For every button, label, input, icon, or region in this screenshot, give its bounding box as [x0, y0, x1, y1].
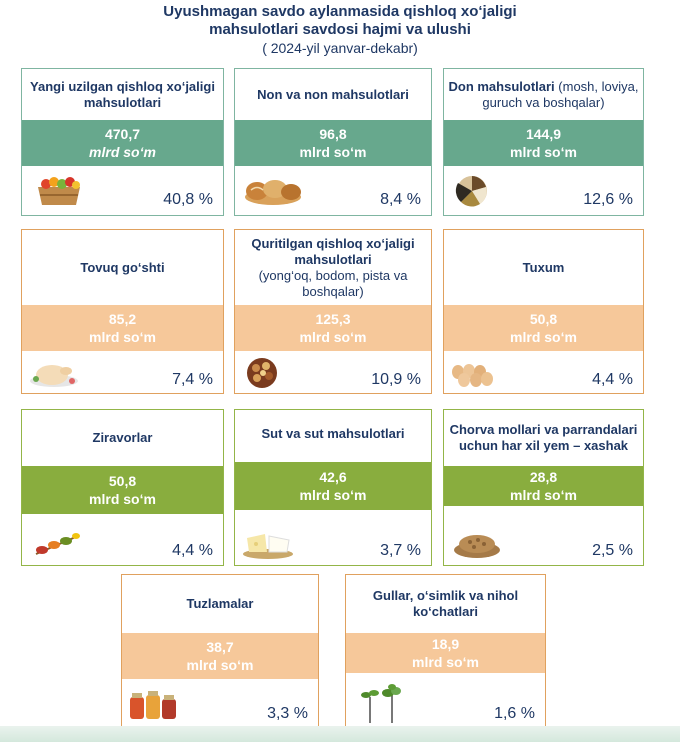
value: 125,3 [315, 311, 351, 327]
unit: mlrd so‘m [299, 487, 367, 503]
value-band: 50,8 mlrd so‘m [444, 305, 643, 351]
percent: 4,4 % [172, 542, 213, 559]
grains-icon [455, 176, 487, 207]
value: 50,8 [529, 311, 558, 327]
value: 28,8 [529, 469, 558, 485]
value: 85,2 [108, 311, 137, 327]
card-bread: Non va non mahsulotlari 96,8 mlrd so‘m 8… [234, 68, 432, 216]
card-seedlings: Gullar, o‘simlik va nihol ko‘chatlari 18… [345, 574, 546, 729]
percent: 7,4 % [172, 371, 213, 388]
card-title: Yangi uzilgan qishloq xo‘jaligi mahsulot… [30, 78, 215, 110]
percent: 1,6 % [494, 705, 535, 722]
percent: 4,4 % [592, 371, 633, 388]
unit: mlrd so‘m [510, 329, 577, 345]
unit: mlrd so‘m [510, 487, 577, 503]
unit: mlrd so‘m [412, 654, 479, 670]
value: 38,7 [206, 639, 234, 655]
card-title: Sut va sut mahsulotlari [261, 426, 405, 441]
value-band: 144,9 mlrd so‘m [444, 120, 643, 166]
card-title: Tovuq go‘shti [80, 259, 165, 275]
seedlings-icon [361, 684, 401, 723]
value-band: 470,7 mlrd so‘m [22, 120, 223, 166]
percent: 10,9 % [371, 371, 421, 388]
percent: 2,5 % [592, 542, 633, 559]
card-fresh-produce: Yangi uzilgan qishloq xo‘jaligi mahsulot… [21, 68, 224, 216]
percent: 8,4 % [380, 191, 421, 208]
card-animal-feed: Chorva mollari va parrandalari uchun har… [443, 409, 644, 566]
value: 144,9 [525, 126, 562, 142]
card-grains: Don mahsulotlari (mosh, loviya, guruch v… [443, 68, 644, 216]
spices-icon [35, 533, 80, 555]
card-title: Ziravorlar [92, 430, 153, 445]
card-title: Gullar, o‘simlik va nihol ko‘chatlari [372, 588, 519, 619]
decorative-footer [0, 726, 680, 742]
unit: mlrd so‘m [89, 329, 156, 345]
unit: mlrd so‘m [89, 144, 156, 160]
card-title: Don mahsulotlari (mosh, loviya, guruch v… [448, 78, 639, 110]
value-band: 125,3 mlrd so‘m [235, 305, 431, 351]
card-title: Quritilgan qishloq xo‘jaligi mahsulotlar… [251, 235, 415, 299]
subtitle: ( 2024-yil yanvar-dekabr) [262, 40, 418, 56]
fruit-crate-icon [38, 177, 80, 205]
card-eggs: Tuxum 50,8 mlrd so‘m 4,4 % [443, 229, 644, 394]
unit: mlrd so‘m [186, 657, 254, 673]
card-chicken: Tovuq go‘shti 85,2 mlrd so‘m 7,4 % [21, 229, 224, 394]
card-title: Chorva mollari va parrandalari uchun har… [449, 422, 638, 453]
percent: 3,7 % [380, 542, 421, 559]
card-dairy: Sut va sut mahsulotlari 42,6 mlrd so‘m 3… [234, 409, 432, 566]
dairy-icon [243, 534, 293, 559]
pickle-jars-icon [130, 691, 176, 719]
unit: mlrd so‘m [89, 491, 156, 507]
card-title: Tuzlamalar [186, 596, 254, 611]
percent: 12,6 % [583, 191, 633, 208]
card-title: Tuxum [522, 259, 565, 275]
value: 96,8 [319, 126, 347, 142]
percent: 40,8 % [163, 191, 213, 208]
title-line-1: Uyushmagan savdo aylanmasida qishloq xo‘… [163, 3, 517, 20]
value-band: 28,8 mlrd so‘m [444, 466, 643, 506]
eggs-icon [452, 364, 493, 387]
value-band: 42,6 mlrd so‘m [235, 462, 431, 510]
value-band: 85,2 mlrd so‘m [22, 305, 223, 351]
chicken-icon [30, 365, 78, 387]
percent: 3,3 % [267, 705, 308, 722]
title-line-2: mahsulotlari savdosi hajmi va ulushi [209, 21, 471, 38]
card-title: Non va non mahsulotlari [257, 86, 409, 102]
nuts-icon [247, 358, 277, 388]
unit: mlrd so‘m [299, 329, 367, 345]
value: 42,6 [319, 469, 347, 485]
value-band: 18,9 mlrd so‘m [346, 633, 545, 673]
card-spices: Ziravorlar 50,8 mlrd so‘m 4,4 % [21, 409, 224, 566]
feed-pellets-icon [454, 535, 500, 558]
value: 470,7 [104, 126, 141, 142]
value-band: 96,8 mlrd so‘m [235, 120, 431, 166]
bread-icon [245, 180, 301, 205]
value-band: 38,7 mlrd so‘m [122, 633, 318, 679]
unit: mlrd so‘m [299, 144, 367, 160]
value: 50,8 [108, 473, 137, 489]
value: 18,9 [431, 636, 460, 652]
unit: mlrd so‘m [510, 144, 577, 160]
card-pickles: Tuzlamalar 38,7 mlrd so‘m 3,3 % [121, 574, 319, 729]
value-band: 50,8 mlrd so‘m [22, 466, 223, 514]
card-dried-products: Quritilgan qishloq xo‘jaligi mahsulotlar… [234, 229, 432, 394]
